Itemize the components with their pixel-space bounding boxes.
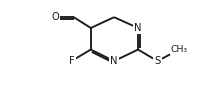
Text: CH₃: CH₃ xyxy=(171,45,188,54)
Text: F: F xyxy=(68,56,74,66)
Text: N: N xyxy=(134,23,142,33)
Text: N: N xyxy=(110,56,118,66)
Text: O: O xyxy=(51,12,59,22)
Text: S: S xyxy=(154,56,161,66)
